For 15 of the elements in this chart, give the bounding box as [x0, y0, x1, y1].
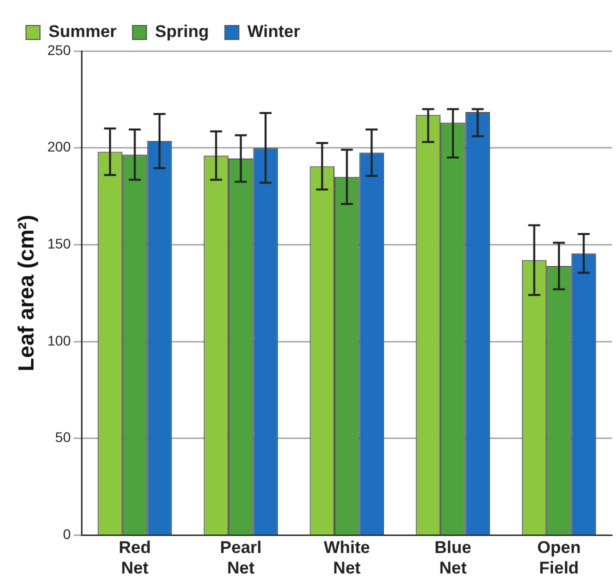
y-tick-label: 150 [47, 236, 71, 252]
y-tick-label: 200 [47, 138, 71, 155]
x-tick-label: Red Net [118, 538, 151, 578]
y-tick-label: 100 [47, 332, 71, 348]
x-tick-label: Blue Net [434, 538, 472, 578]
legend-label: Summer [48, 22, 117, 42]
x-tick-label: Open Field [537, 538, 581, 578]
y-tick-label: 250 [47, 42, 71, 58]
y-tick-label: 0 [62, 526, 71, 542]
legend-label: Spring [155, 22, 209, 42]
x-tick-label: Pearl Net [220, 538, 262, 578]
x-tick-label: White Net [324, 538, 370, 578]
legend-label: Winter [247, 22, 300, 42]
y-axis-title: Leaf area (cm²) [13, 214, 38, 372]
y-tick-label: 50 [55, 429, 71, 446]
